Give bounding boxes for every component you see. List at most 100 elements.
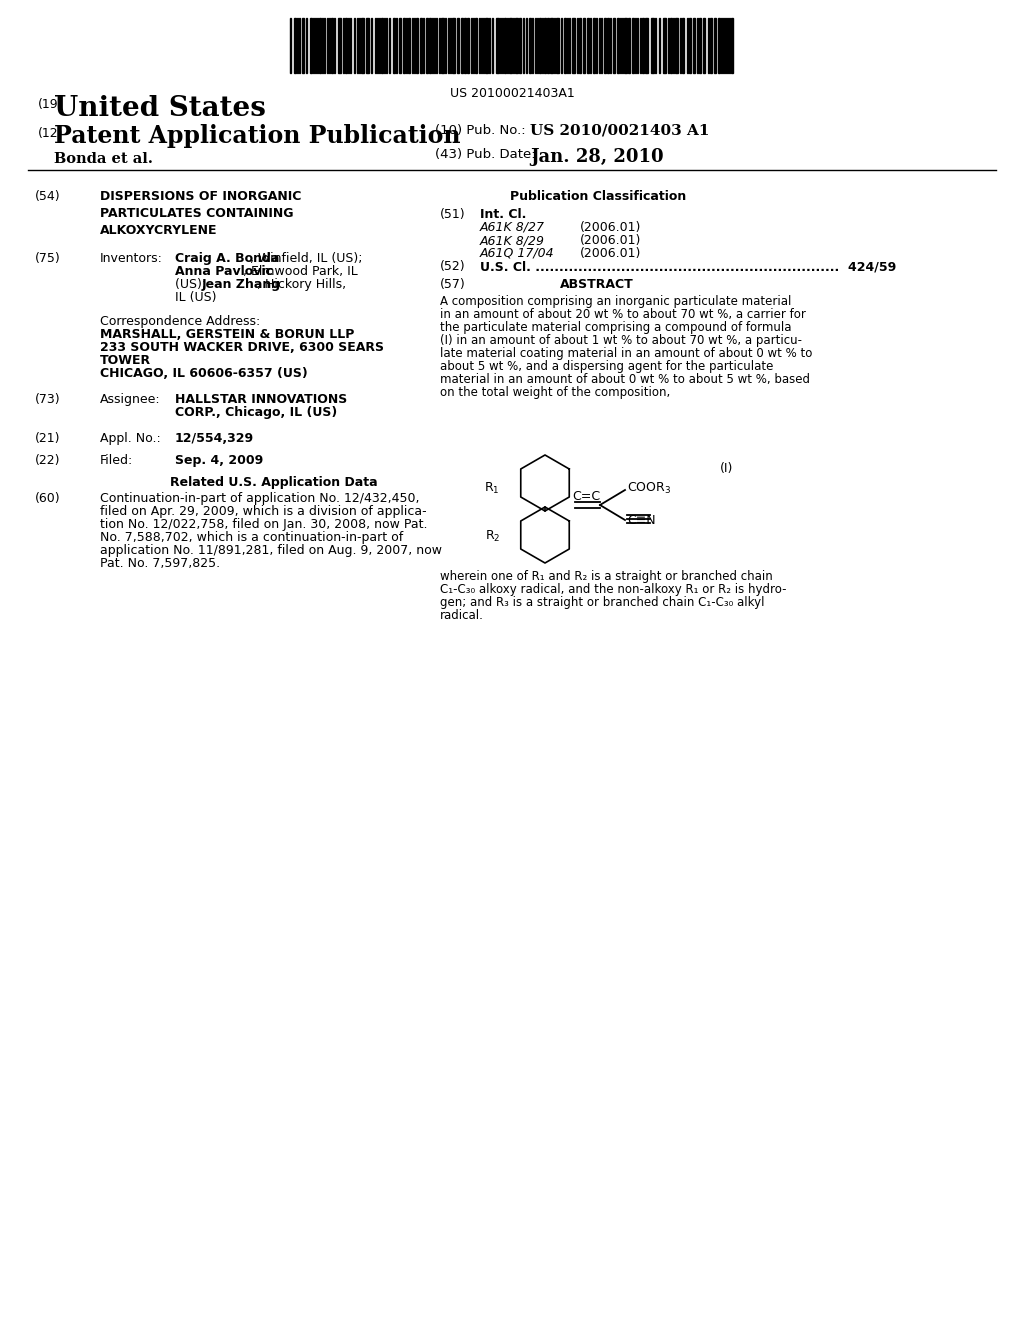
Text: Int. Cl.: Int. Cl. [480,209,526,220]
Text: (I) in an amount of about 1 wt % to about 70 wt %, a particu-: (I) in an amount of about 1 wt % to abou… [440,334,802,347]
Bar [464,18,466,73]
Bar [699,18,701,73]
Text: (52): (52) [440,260,466,273]
Bar [710,18,712,73]
Text: in an amount of about 20 wt % to about 70 wt %, a carrier for: in an amount of about 20 wt % to about 7… [440,308,806,321]
Text: tion No. 12/022,758, filed on Jan. 30, 2008, now Pat.: tion No. 12/022,758, filed on Jan. 30, 2… [100,517,427,531]
Text: Craig A. Bonda: Craig A. Bonda [175,252,280,265]
Text: R$_1$: R$_1$ [484,480,500,495]
Bar [361,18,364,73]
Bar [393,18,395,73]
Bar [651,18,654,73]
Text: MARSHALL, GERSTEIN & BORUN LLP: MARSHALL, GERSTEIN & BORUN LLP [100,327,354,341]
Bar [604,18,606,73]
Bar [675,18,678,73]
Bar [331,18,333,73]
Text: (57): (57) [440,279,466,290]
Bar [426,18,428,73]
Text: radical.: radical. [440,609,484,622]
Bar [485,18,488,73]
Bar [628,18,630,73]
Text: United States: United States [54,95,266,121]
Bar [399,18,401,73]
Text: (43) Pub. Date:: (43) Pub. Date: [435,148,536,161]
Bar [441,18,444,73]
Text: COOR$_3$: COOR$_3$ [627,480,671,495]
Bar [583,18,585,73]
Text: CHICAGO, IL 60606-6357 (US): CHICAGO, IL 60606-6357 (US) [100,367,308,380]
Bar [607,18,609,73]
Bar [593,18,595,73]
Text: Sep. 4, 2009: Sep. 4, 2009 [175,454,263,467]
Bar [547,18,549,73]
Bar [509,18,512,73]
Bar [564,18,566,73]
Text: (12): (12) [38,127,63,140]
Bar [345,18,347,73]
Text: (54): (54) [35,190,60,203]
Bar [429,18,431,73]
Text: C₁-C₃₀ alkoxy radical, and the non-alkoxy R₁ or R₂ is hydro-: C₁-C₃₀ alkoxy radical, and the non-alkox… [440,583,786,597]
Text: US 2010/0021403 A1: US 2010/0021403 A1 [530,124,710,139]
Text: (19): (19) [38,98,63,111]
Text: (51): (51) [440,209,466,220]
Text: A61K 8/27: A61K 8/27 [480,220,545,234]
Bar [682,18,684,73]
Bar [613,18,615,73]
Text: A composition comprising an inorganic particulate material: A composition comprising an inorganic pa… [440,294,792,308]
Bar [457,18,459,73]
Bar [714,18,716,73]
Text: IL (US): IL (US) [175,290,216,304]
Text: filed on Apr. 29, 2009, which is a division of applica-: filed on Apr. 29, 2009, which is a divis… [100,506,427,517]
Bar [529,18,531,73]
Bar [539,18,541,73]
Text: ABSTRACT: ABSTRACT [560,279,634,290]
Bar [366,18,369,73]
Text: Continuation-in-part of application No. 12/432,450,: Continuation-in-part of application No. … [100,492,420,506]
Bar [645,18,648,73]
Text: Filed:: Filed: [100,454,133,467]
Bar [504,18,506,73]
Text: Publication Classification: Publication Classification [510,190,686,203]
Text: Inventors:: Inventors: [100,252,163,265]
Text: , Hickory Hills,: , Hickory Hills, [257,279,346,290]
Text: , Elmwood Park, IL: , Elmwood Park, IL [243,265,357,279]
Text: about 5 wt %, and a dispersing agent for the particulate: about 5 wt %, and a dispersing agent for… [440,360,773,374]
Bar [663,18,666,73]
Text: gen; and R₃ is a straight or branched chain C₁-C₃₀ alkyl: gen; and R₃ is a straight or branched ch… [440,597,765,609]
Text: (22): (22) [35,454,60,467]
Text: Assignee:: Assignee: [100,393,161,407]
Text: (2006.01): (2006.01) [580,220,641,234]
Bar [693,18,695,73]
Text: TOWER: TOWER [100,354,152,367]
Text: (73): (73) [35,393,60,407]
Text: , Winfield, IL (US);: , Winfield, IL (US); [250,252,362,265]
Text: R$_2$: R$_2$ [484,528,500,544]
Bar [718,18,720,73]
Bar [550,18,553,73]
Text: (60): (60) [35,492,60,506]
Text: US 20100021403A1: US 20100021403A1 [450,87,574,100]
Text: the particulate material comprising a compound of formula: the particulate material comprising a co… [440,321,792,334]
Text: Patent Application Publication: Patent Application Publication [54,124,461,148]
Text: C≡N: C≡N [627,513,655,527]
Bar [579,18,581,73]
Text: Related U.S. Application Data: Related U.S. Application Data [170,477,378,488]
Text: (2006.01): (2006.01) [580,234,641,247]
Bar [519,18,521,73]
Bar [617,18,618,73]
Text: application No. 11/891,281, filed on Aug. 9, 2007, now: application No. 11/891,281, filed on Aug… [100,544,442,557]
Text: No. 7,588,702, which is a continuation-in-part of: No. 7,588,702, which is a continuation-i… [100,531,403,544]
Text: A61K 8/29: A61K 8/29 [480,234,545,247]
Text: Pat. No. 7,597,825.: Pat. No. 7,597,825. [100,557,220,570]
Text: 233 SOUTH WACKER DRIVE, 6300 SEARS: 233 SOUTH WACKER DRIVE, 6300 SEARS [100,341,384,354]
Text: Appl. No.:: Appl. No.: [100,432,161,445]
Bar [515,18,518,73]
Text: (75): (75) [35,252,60,265]
Bar [572,18,575,73]
Text: 12/554,329: 12/554,329 [175,432,254,445]
Bar [703,18,705,73]
Bar [416,18,418,73]
Text: U.S. Cl. ................................................................  424/5: U.S. Cl. ...............................… [480,260,896,273]
Text: wherein one of R₁ and R₂ is a straight or branched chain: wherein one of R₁ and R₂ is a straight o… [440,570,773,583]
